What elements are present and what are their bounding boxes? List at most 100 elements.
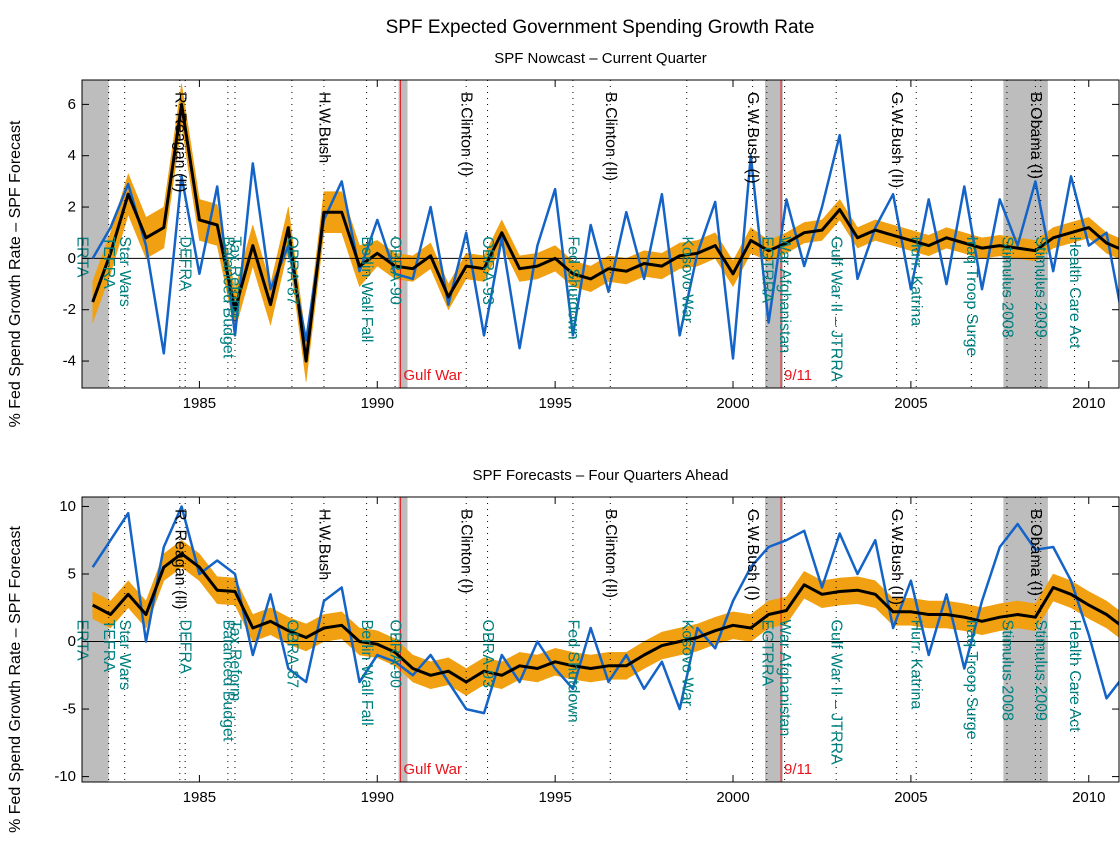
axes-frame bbox=[81, 496, 1120, 783]
event-label: Health Care Act bbox=[1066, 620, 1083, 733]
x-tick-label: 2005 bbox=[894, 789, 927, 806]
event-label: G.W.Bush (I) bbox=[744, 92, 761, 184]
event-label: Stimulus 2009 bbox=[1032, 236, 1049, 337]
y-axis-label: % Fed Spend Growth Rate – SPF Forecast bbox=[7, 120, 24, 427]
event-label: Gulf War bbox=[403, 367, 462, 384]
panel-title: SPF Forecasts – Four Quarters Ahead bbox=[473, 467, 729, 484]
recession-shade bbox=[1003, 80, 1048, 388]
actual-line bbox=[91, 505, 1119, 715]
event-label: Gulf War II – JTRRA bbox=[828, 236, 845, 382]
event-label: Stimulus 2009 bbox=[1032, 620, 1049, 721]
x-tick-label: 1990 bbox=[361, 789, 394, 806]
x-tick-label: 2005 bbox=[894, 395, 927, 412]
x-tick-label: 2000 bbox=[716, 789, 749, 806]
event-label: Iraq Troop Surge bbox=[963, 236, 980, 356]
y-tick-label: -10 bbox=[54, 768, 76, 785]
event-label: Fed Shutdown bbox=[564, 620, 581, 723]
event-label: G.W.Bush (II) bbox=[888, 92, 905, 188]
event-label: DEFRA bbox=[177, 236, 194, 291]
event-label: EGTRRA bbox=[758, 620, 775, 687]
event-label: OBRA-90 bbox=[387, 236, 404, 305]
event-label: OBRA-93 bbox=[479, 236, 496, 305]
event-label: B.Obama (I) bbox=[1027, 509, 1044, 596]
y-tick-label: -4 bbox=[63, 353, 76, 370]
event-label: Kosovo War bbox=[678, 620, 695, 707]
event-label: Kosovo War bbox=[678, 236, 695, 323]
median-line bbox=[91, 552, 1119, 684]
event-label: G.W.Bush (II) bbox=[888, 509, 905, 605]
recession-shade bbox=[398, 80, 408, 388]
y-tick-label: 5 bbox=[68, 565, 76, 582]
event-label: War Afghanistan bbox=[776, 236, 793, 353]
x-tick-label: 2000 bbox=[716, 395, 749, 412]
y-tick-label: 4 bbox=[68, 147, 76, 164]
event-label: Hurr. Katrina bbox=[908, 620, 925, 710]
recession-shade bbox=[82, 80, 109, 388]
event-label: Gulf War II – JTRRA bbox=[828, 620, 845, 766]
y-tick-label: 10 bbox=[59, 498, 76, 515]
y-tick-label: 6 bbox=[68, 96, 76, 113]
y-tick-label: -5 bbox=[63, 701, 76, 718]
recession-shade bbox=[398, 497, 408, 782]
event-label: Stimulus 2008 bbox=[998, 620, 1015, 721]
x-tick-label: 1990 bbox=[361, 395, 394, 412]
actual-line bbox=[91, 133, 1119, 360]
event-label: H.W.Bush bbox=[315, 92, 332, 163]
event-label: Balanced Budget bbox=[219, 236, 236, 358]
event-label: OBRA-93 bbox=[479, 620, 496, 689]
y-axis-label: % Fed Spend Growth Rate – SPF Forecast bbox=[7, 526, 24, 833]
event-label: 9/11 bbox=[784, 367, 812, 384]
event-label: Gulf War bbox=[403, 761, 462, 778]
y-tick-label: 0 bbox=[68, 250, 76, 267]
event-label: G.W.Bush (I) bbox=[744, 509, 761, 601]
event-label: Tax Reform bbox=[226, 620, 243, 702]
event-label: OBRA-87 bbox=[283, 620, 300, 689]
y-tick-label: -2 bbox=[63, 301, 76, 318]
event-label: Hurr. Katrina bbox=[908, 236, 925, 326]
recession-shade bbox=[765, 497, 783, 782]
event-label: DEFRA bbox=[177, 620, 194, 675]
panel-title: SPF Nowcast – Current Quarter bbox=[494, 50, 707, 67]
event-label: B.Clinton (II) bbox=[602, 92, 619, 181]
event-label: B.Clinton (I) bbox=[458, 509, 475, 593]
plot-area bbox=[82, 80, 1119, 388]
y-tick-label: 0 bbox=[68, 633, 76, 650]
x-tick-label: 1985 bbox=[183, 395, 216, 412]
event-label: B.Obama (I) bbox=[1027, 92, 1044, 179]
median-line bbox=[91, 102, 1119, 363]
event-label: Stimulus 2008 bbox=[998, 236, 1015, 337]
event-label: Health Care Act bbox=[1066, 236, 1083, 349]
x-tick-label: 1985 bbox=[183, 789, 216, 806]
event-label: B.Clinton (II) bbox=[602, 509, 619, 598]
event-label: EGTRRA bbox=[758, 236, 775, 303]
event-label: Fed Shutdown bbox=[564, 236, 581, 339]
event-label: B.Clinton (I) bbox=[458, 92, 475, 176]
event-label: R. Reagan (II) bbox=[171, 92, 188, 192]
recession-shade bbox=[82, 497, 109, 782]
event-label: Berlin Wall Fall bbox=[358, 236, 375, 342]
x-tick-label: 2010 bbox=[1072, 395, 1105, 412]
y-tick-label: 2 bbox=[68, 199, 76, 216]
event-label: R. Reagan (II) bbox=[171, 509, 188, 609]
event-label: OBRA-90 bbox=[387, 620, 404, 689]
event-label: Star Wars bbox=[116, 620, 133, 691]
recession-shade bbox=[1003, 497, 1048, 782]
event-label: Balanced Budget bbox=[219, 620, 236, 742]
event-label: TEFRA bbox=[100, 236, 117, 289]
plot-area bbox=[82, 497, 1119, 782]
event-label: Berlin Wall Fall bbox=[358, 620, 375, 726]
event-label: TEFRA bbox=[100, 620, 117, 673]
event-label: War Afghanistan bbox=[776, 620, 793, 737]
event-label: H.W.Bush bbox=[315, 509, 332, 580]
x-tick-label: 2010 bbox=[1072, 789, 1105, 806]
axes-frame bbox=[81, 79, 1120, 389]
event-label: 9/11 bbox=[784, 761, 812, 778]
figure-title: SPF Expected Government Spending Growth … bbox=[386, 17, 815, 38]
event-label: Iraq Troop Surge bbox=[963, 620, 980, 740]
event-label: OBRA-87 bbox=[283, 236, 300, 305]
x-tick-label: 1995 bbox=[538, 789, 571, 806]
event-label: Tax Reform bbox=[226, 236, 243, 318]
x-tick-label: 1995 bbox=[538, 395, 571, 412]
